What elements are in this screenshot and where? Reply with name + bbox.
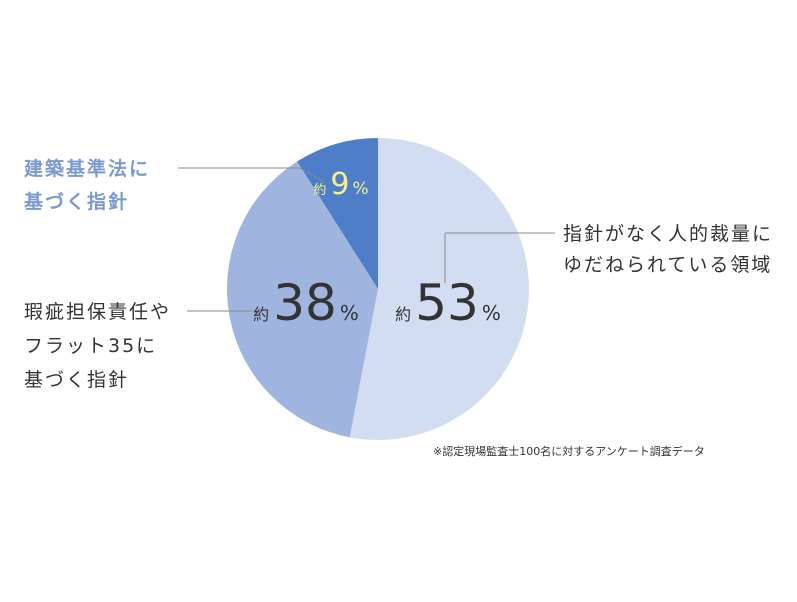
callout-leader-line (299, 167, 327, 184)
slice-percent-label: 約53% (395, 274, 501, 332)
slice-percent-value: 9 (330, 167, 349, 202)
slice-callout-label: 基づく指針 (23, 190, 129, 213)
slice-percent-unit: % (482, 301, 501, 325)
slice-percent-value: 38 (273, 274, 337, 332)
slice-percent-prefix: 約 (395, 305, 411, 324)
slice-callout-label: 指針がなく人的裁量に (563, 223, 773, 245)
source-note: ※認定現場監査士100名に対するアンケート調査データ (433, 444, 705, 458)
slice-percent-unit: % (352, 179, 368, 199)
slice-callout-label: フラット35に (24, 335, 157, 357)
slice-percent-label: 約 9% (313, 167, 368, 202)
pie-slices (226, 138, 529, 440)
slice-percent-prefix: 約 (313, 183, 326, 198)
slice-percent-value: 53 (415, 274, 479, 332)
slice-callout-label: 建築基準法に (24, 157, 150, 180)
slice-percent-unit: % (340, 301, 359, 325)
slice-callout-label: ゆだねられている領域 (563, 254, 772, 276)
slice-callout-label: 瑕疵担保責任や (24, 301, 171, 323)
slice-percent-prefix: 約 (253, 305, 269, 324)
pie-slice (349, 138, 529, 440)
pie-slice (297, 138, 378, 289)
pie-slice (226, 161, 378, 438)
slice-callout-label: 基づく指針 (24, 369, 129, 391)
slice-percent-label: 約38% (253, 274, 359, 332)
